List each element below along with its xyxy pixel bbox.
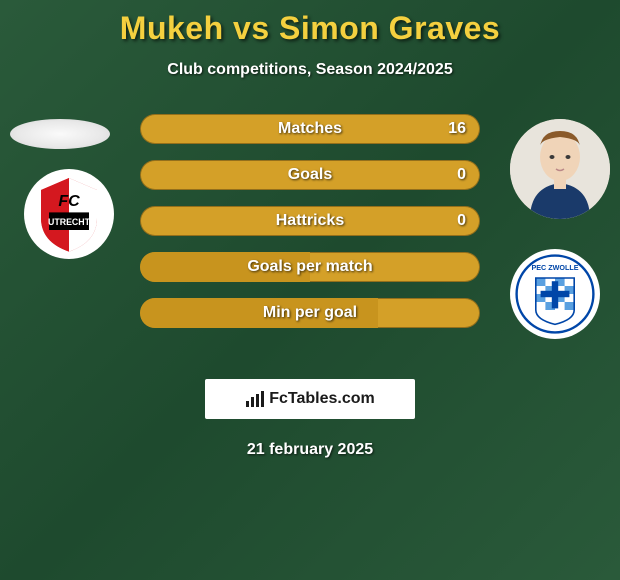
svg-text:UTRECHT: UTRECHT [48, 217, 91, 227]
stat-value-right: 16 [448, 114, 466, 144]
stat-label: Goals [140, 160, 480, 190]
stat-value-right: 0 [457, 160, 466, 190]
stat-row: Goals0 [140, 160, 480, 190]
chart-icon [245, 390, 265, 408]
stat-label: Hattricks [140, 206, 480, 236]
stat-label: Goals per match [140, 252, 480, 282]
stat-value-right: 0 [457, 206, 466, 236]
brand-box: FcTables.com [205, 379, 415, 419]
stat-rows: Matches16Goals0Hattricks0Goals per match… [140, 114, 480, 344]
date-text: 21 february 2025 [0, 441, 620, 459]
brand-text: FcTables.com [269, 390, 375, 408]
stat-row: Hattricks0 [140, 206, 480, 236]
club-badge-left: FC UTRECHT [24, 169, 114, 259]
svg-text:FC: FC [58, 193, 80, 210]
stat-label: Matches [140, 114, 480, 144]
player-left-photo [10, 119, 110, 149]
comparison-panel: FC UTRECHT PEC ZWOLLE [0, 109, 620, 369]
page-title: Mukeh vs Simon Graves [0, 10, 620, 47]
stat-row: Min per goal [140, 298, 480, 328]
svg-text:PEC ZWOLLE: PEC ZWOLLE [531, 263, 578, 272]
subtitle: Club competitions, Season 2024/2025 [0, 61, 620, 79]
player-right-photo [510, 119, 610, 219]
stat-label: Min per goal [140, 298, 480, 328]
club-badge-right: PEC ZWOLLE [510, 249, 600, 339]
stat-row: Goals per match [140, 252, 480, 282]
stat-row: Matches16 [140, 114, 480, 144]
